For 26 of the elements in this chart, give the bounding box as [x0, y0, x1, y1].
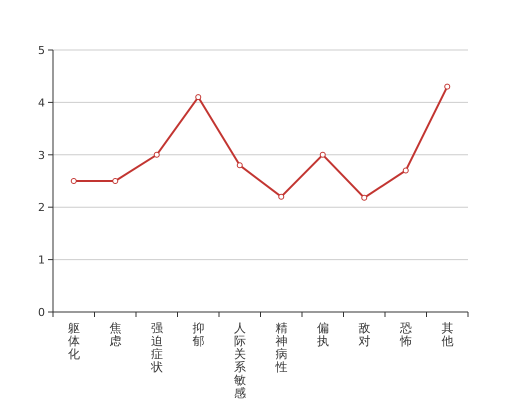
x-tick-label: 恐怖: [398, 321, 412, 348]
point: [444, 84, 450, 90]
point: [70, 178, 77, 184]
y-tick-label: 2: [38, 201, 45, 214]
y-tick-label: 5: [38, 44, 45, 57]
x-tick-label: 抑郁: [192, 321, 204, 348]
y-tick-label: 4: [38, 96, 45, 110]
point: [195, 94, 202, 100]
x-tick-label: 敌对: [358, 321, 370, 348]
x-tick-label: 精神病性: [274, 321, 288, 374]
point: [278, 194, 284, 200]
point: [320, 152, 326, 158]
x-tick-label: 其他: [441, 321, 454, 348]
x-tick-label: 人际关系敏感: [234, 321, 246, 400]
x-tick-label: 躯体化: [68, 321, 80, 361]
x-tick-label: 强迫症状: [150, 321, 163, 374]
x-tick-label: 偏执: [316, 321, 329, 348]
point: [154, 152, 160, 158]
y-tick-label: 0: [38, 306, 45, 319]
x-tick-label: 焦虑: [109, 321, 122, 348]
y-tick-label: 1: [38, 254, 45, 267]
point: [112, 178, 118, 184]
point: [402, 168, 409, 174]
point: [236, 162, 243, 168]
point: [361, 194, 368, 201]
y-tick-label: 3: [38, 148, 45, 162]
